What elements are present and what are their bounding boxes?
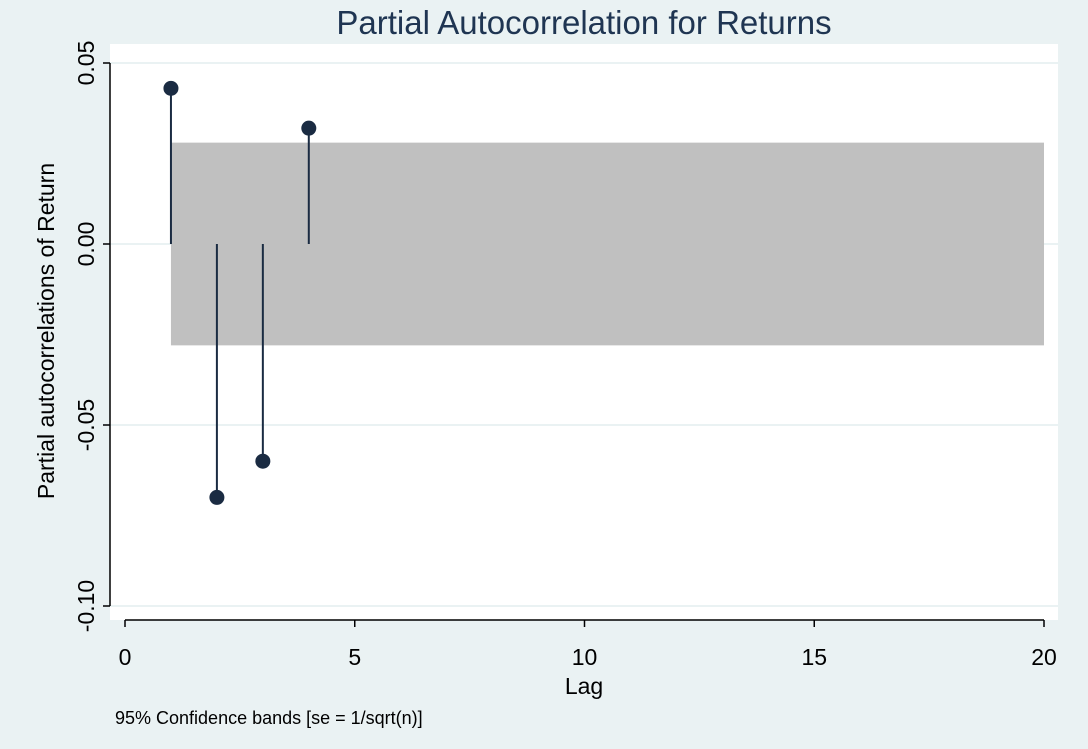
pacf-point [209,489,225,505]
chart-note: 95% Confidence bands [se = 1/sqrt(n)] [115,708,423,728]
x-tick-label: 20 [1031,644,1057,670]
x-ticks: 0 5 10 15 20 [119,620,1057,670]
x-tick-label: 5 [348,644,361,670]
confidence-band [170,142,1044,346]
pacf-point [255,453,271,469]
x-tick-label: 10 [572,644,598,670]
x-axis-label: Lag [565,673,603,699]
markers [163,80,317,505]
x-tick-label: 0 [119,644,132,670]
pacf-point [163,80,179,96]
chart-title: Partial Autocorrelation for Returns [336,4,831,41]
y-tick-label: -0.10 [73,580,99,632]
stems [169,88,310,498]
y-axis-label: Partial autocorrelations of Return [33,163,59,499]
y-ticks: -0.10 -0.05 0.00 0.05 [73,41,110,632]
y-tick-label: 0.05 [73,41,99,86]
y-tick-label: -0.05 [73,399,99,451]
y-tick-label: 0.00 [73,222,99,267]
pacf-point [301,120,317,136]
x-tick-label: 15 [801,644,827,670]
